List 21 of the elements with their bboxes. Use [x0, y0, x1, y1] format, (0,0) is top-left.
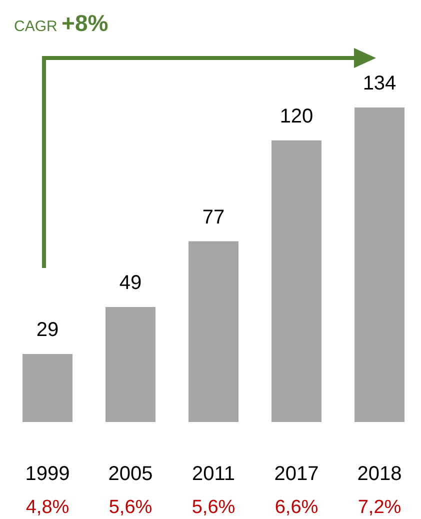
x-tick-label: 2017 — [274, 463, 319, 485]
x-tick-label: 1999 — [25, 463, 70, 485]
data-label: 134 — [362, 72, 396, 95]
text: 5,6% — [108, 497, 152, 518]
x-tick-label: 2018 — [357, 463, 402, 485]
bar — [106, 307, 156, 422]
text: 6,6% — [274, 497, 318, 518]
text: 7,2% — [358, 497, 402, 518]
data-label: 49 — [119, 272, 142, 294]
data-label: 77 — [202, 206, 225, 228]
bar — [354, 108, 404, 422]
data-label: 120 — [280, 105, 314, 128]
bar — [22, 354, 72, 422]
text: CAGR +8% — [14, 10, 108, 36]
bar — [188, 241, 238, 422]
x-tick-label: 2011 — [192, 463, 236, 485]
data-label: 29 — [36, 318, 59, 341]
bar — [272, 140, 322, 422]
x-tick-label: 2005 — [108, 463, 153, 485]
text: 4,8% — [26, 497, 70, 518]
text: 5,6% — [192, 497, 236, 518]
